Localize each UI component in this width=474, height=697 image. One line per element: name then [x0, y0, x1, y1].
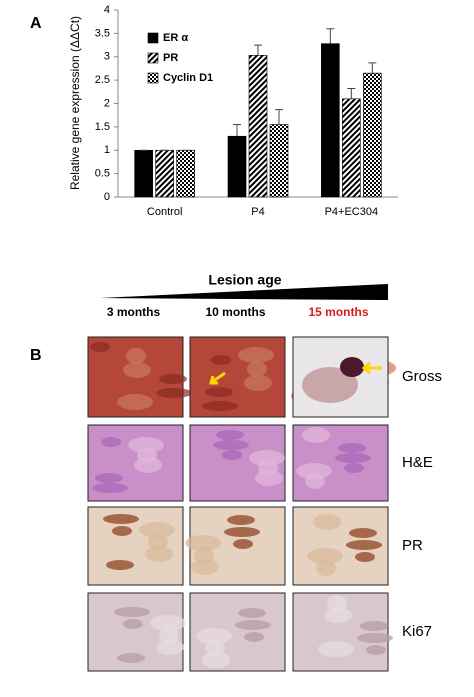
bar — [134, 149, 153, 198]
bar — [227, 135, 247, 198]
y-tick-label: 3.5 — [95, 27, 110, 39]
micrograph — [189, 424, 286, 502]
panel-label: A — [30, 15, 42, 32]
x-tick-label: P4+EC304 — [325, 206, 379, 218]
row-label: Gross — [402, 368, 442, 385]
y-tick-label: 2.5 — [95, 74, 110, 86]
micrograph — [87, 506, 184, 586]
bar — [321, 43, 340, 198]
arrow — [361, 361, 382, 375]
y-tick-label: 0 — [104, 191, 110, 203]
bar — [176, 149, 195, 198]
micrograph — [292, 592, 393, 672]
panel-label: B — [30, 347, 42, 364]
bar — [248, 55, 268, 198]
micrograph — [292, 424, 389, 502]
error-bar — [326, 28, 335, 44]
micrograph — [87, 592, 186, 672]
age-label: 15 months — [308, 305, 368, 319]
error-bar — [254, 44, 262, 56]
y-tick-label: 4 — [104, 4, 110, 16]
arrow — [209, 371, 226, 385]
legend-swatch — [147, 52, 159, 64]
error-bar — [368, 62, 377, 74]
bar — [342, 98, 361, 198]
uterus — [302, 367, 358, 403]
row-label: PR — [402, 537, 423, 554]
micrograph — [189, 336, 286, 418]
micrograph — [185, 506, 286, 586]
x-tick-label: Control — [147, 206, 182, 218]
legend-label: Cyclin D1 — [163, 72, 213, 84]
error-bar — [233, 124, 241, 137]
error-bar — [347, 88, 356, 99]
legend-label: PR — [163, 52, 178, 64]
y-tick-label: 1 — [104, 144, 110, 156]
y-axis-label: Relative gene expression (ΔΔCt) — [68, 16, 82, 190]
age-label: 10 months — [205, 305, 265, 319]
age-label: 3 months — [107, 305, 161, 319]
micrograph — [189, 592, 286, 672]
y-tick-label: 3 — [104, 51, 110, 63]
bar — [155, 149, 174, 198]
micrograph — [292, 506, 389, 586]
legend-swatch — [147, 72, 159, 84]
y-tick-label: 1.5 — [95, 121, 110, 133]
row-label: Ki67 — [402, 623, 432, 640]
bar — [363, 72, 382, 198]
lesion-age-title: Lesion age — [208, 272, 281, 288]
legend-swatch — [147, 32, 159, 44]
x-tick-label: P4 — [251, 206, 264, 218]
row-label: H&E — [402, 454, 433, 471]
lesion — [340, 357, 364, 377]
legend-label: ER α — [163, 32, 188, 44]
y-tick-label: 2 — [104, 97, 110, 109]
age-wedge — [100, 284, 388, 300]
error-bar — [275, 109, 283, 125]
y-tick-label: 0.5 — [95, 168, 110, 180]
micrograph — [87, 336, 192, 418]
micrograph — [87, 424, 184, 502]
bar — [269, 124, 289, 198]
